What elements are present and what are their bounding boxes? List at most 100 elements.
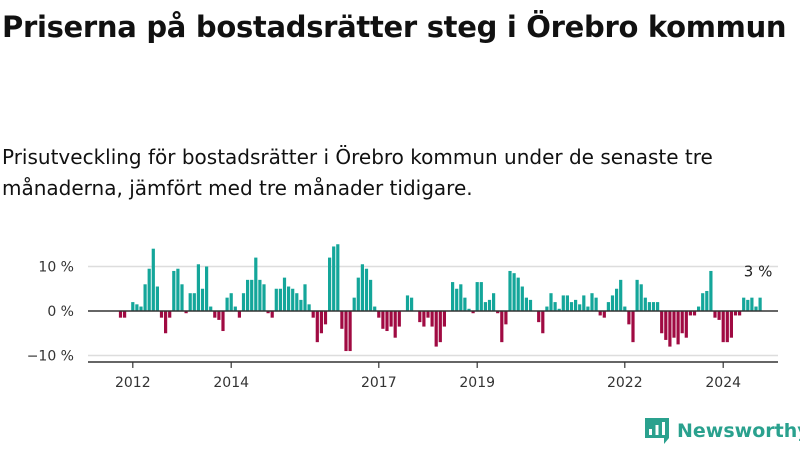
- bar: [237, 311, 241, 318]
- bar: [512, 273, 516, 311]
- bar: [487, 299, 492, 312]
- bar: [463, 297, 467, 311]
- bar: [627, 311, 631, 325]
- bar: [520, 286, 524, 311]
- bar: [569, 302, 574, 311]
- bar: [254, 257, 258, 311]
- y-tick-label: −10 %: [27, 349, 74, 365]
- bar: [660, 311, 664, 334]
- bar: [500, 311, 504, 343]
- bar: [151, 248, 155, 311]
- bar: [754, 306, 758, 311]
- bar: [143, 284, 147, 311]
- bar: [188, 293, 192, 311]
- bar: [221, 311, 225, 332]
- bar: [459, 284, 463, 311]
- bar: [385, 311, 389, 332]
- bar: [155, 286, 159, 311]
- bar-chart: 10 % 0 % −10 % 2012 2014 2017 2019 2022 2024 3 %: [27, 244, 778, 391]
- bar: [565, 295, 569, 311]
- bar: [442, 311, 446, 327]
- bar: [742, 297, 746, 311]
- bar: [537, 311, 541, 323]
- bar: [496, 311, 500, 314]
- bars: [118, 244, 762, 352]
- bar: [123, 311, 127, 318]
- bar: [541, 311, 545, 334]
- bar: [246, 279, 250, 311]
- bar: [606, 302, 610, 311]
- bar: [287, 286, 291, 311]
- x-tick-label: 2019: [459, 375, 495, 391]
- bar: [717, 311, 721, 320]
- bar: [647, 302, 651, 311]
- bar: [709, 270, 713, 311]
- bar: [738, 311, 742, 316]
- bar: [332, 246, 336, 311]
- bar: [159, 311, 164, 318]
- bar: [721, 311, 725, 343]
- bar: [299, 299, 303, 312]
- brand-name: Newsworthy: [677, 420, 800, 442]
- bar: [750, 297, 754, 311]
- bar: [180, 284, 184, 311]
- bar: [635, 279, 639, 311]
- bar: [418, 311, 422, 323]
- bar: [508, 270, 512, 311]
- bar: [504, 311, 508, 325]
- x-tick-label: 2022: [607, 375, 643, 391]
- bar: [291, 288, 295, 311]
- bar: [184, 311, 188, 314]
- bar: [594, 297, 598, 311]
- bar: [364, 268, 369, 311]
- bar: [631, 311, 635, 343]
- bar: [315, 311, 319, 343]
- y-tick-label: 10 %: [38, 260, 74, 276]
- bar: [307, 304, 311, 311]
- bar: [483, 302, 487, 311]
- x-tick-label: 2014: [213, 375, 249, 391]
- bar: [258, 279, 262, 311]
- bar: [676, 311, 680, 345]
- chart-title: Priserna på bostadsrätter steg i Örebro …: [2, 10, 787, 44]
- bar: [516, 277, 520, 312]
- bar: [545, 306, 549, 311]
- bar: [656, 302, 660, 311]
- bar: [479, 282, 483, 311]
- bar: [377, 311, 381, 318]
- bar: [336, 244, 340, 311]
- bar: [381, 311, 385, 329]
- bar: [688, 311, 692, 316]
- bar: [492, 293, 496, 311]
- bar: [241, 293, 246, 311]
- bar: [664, 311, 668, 340]
- x-tick-label: 2024: [705, 375, 741, 391]
- bar: [205, 266, 209, 311]
- x-tick-label: 2017: [361, 375, 397, 391]
- bar: [549, 293, 553, 311]
- bar: [319, 311, 323, 334]
- chart-subtitle: Prisutveckling för bostadsrätter i Örebr…: [2, 145, 713, 200]
- bar: [131, 302, 135, 311]
- bar: [684, 311, 688, 338]
- bar: [623, 306, 627, 311]
- bar: [692, 311, 697, 316]
- bar: [118, 311, 123, 318]
- bar: [168, 311, 172, 318]
- bar: [229, 293, 233, 311]
- bar: [758, 297, 762, 311]
- bar: [705, 290, 709, 311]
- bar: [524, 297, 528, 311]
- bar: [610, 295, 615, 311]
- bar: [574, 299, 578, 312]
- bar: [729, 311, 733, 338]
- bar: [639, 284, 643, 311]
- bar: [651, 302, 656, 311]
- newsworthy-logo[interactable]: Newsworthy: [645, 418, 800, 444]
- bar: [422, 311, 426, 327]
- bar: [278, 288, 282, 311]
- bar: [213, 311, 217, 318]
- bar: [172, 270, 176, 311]
- bar: [615, 288, 619, 311]
- bar: [139, 306, 143, 311]
